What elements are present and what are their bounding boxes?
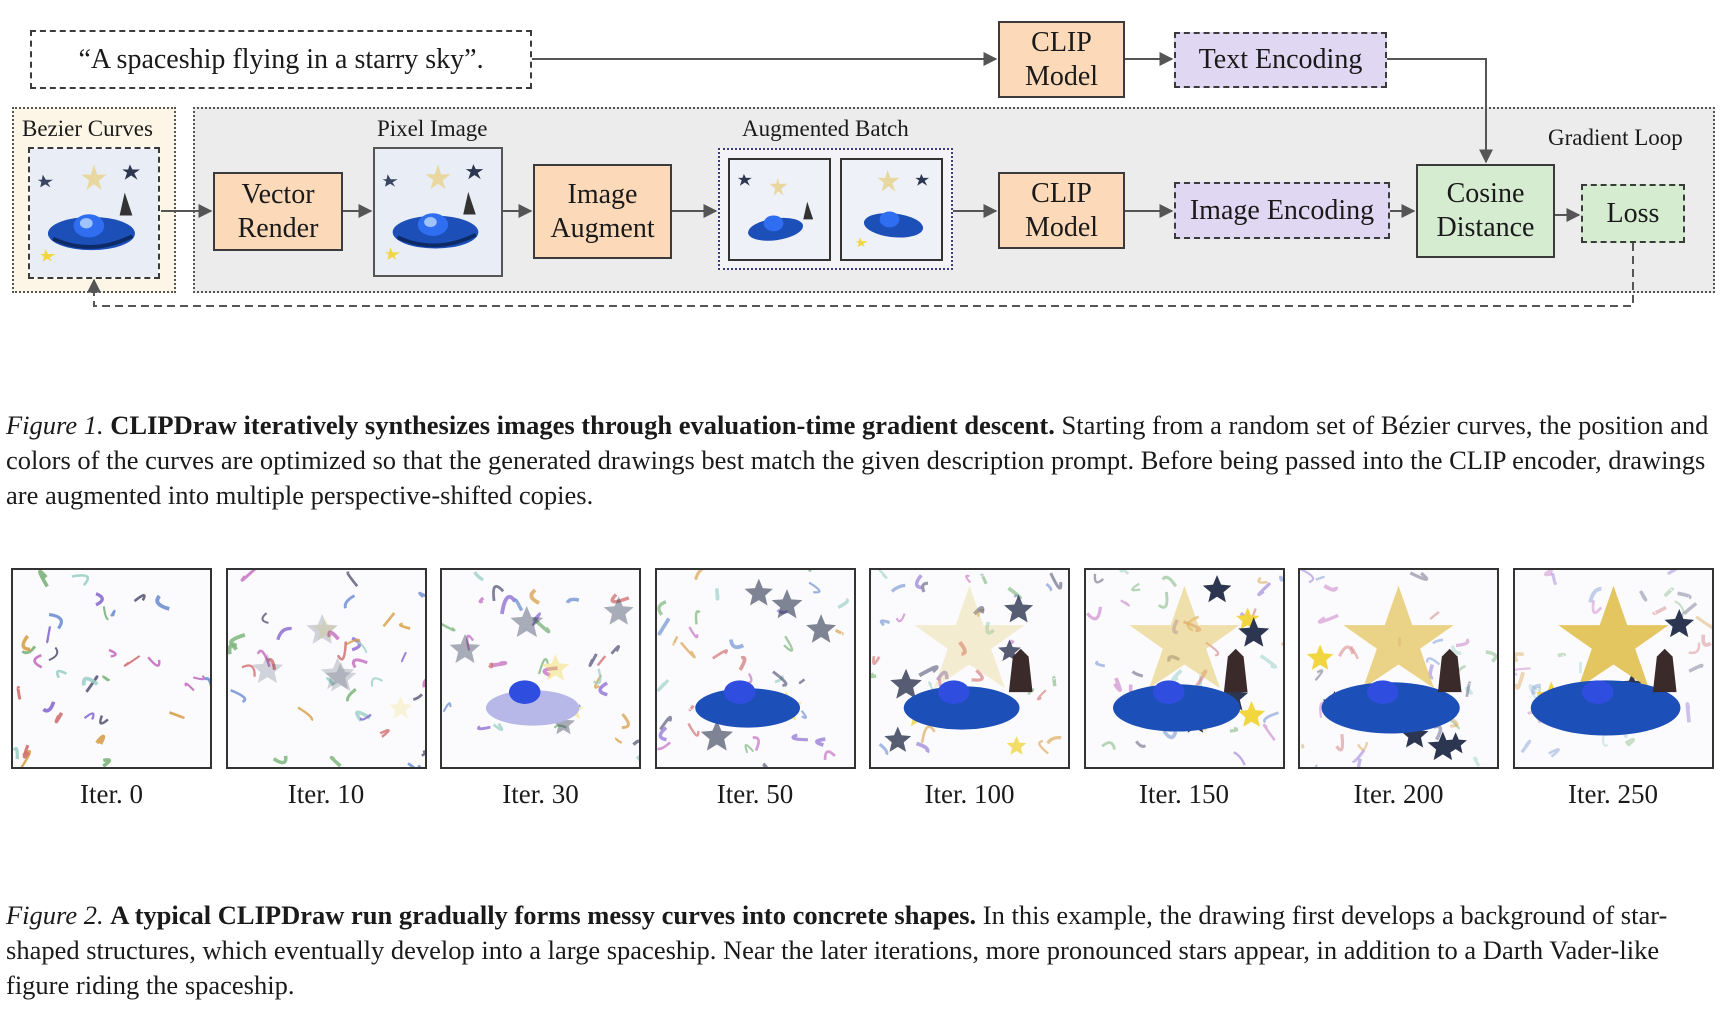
drawing-progress-icon: [1085, 570, 1283, 767]
drawing-progress-icon: [656, 570, 854, 767]
drawing-progress-icon: [13, 570, 210, 767]
iteration-image: [11, 568, 212, 769]
iteration-label: Iter. 30: [502, 779, 579, 809]
iteration-label: Iter. 200: [1353, 779, 1444, 809]
figure-1-diagram: “A spaceship flying in a starry sky”. CL…: [0, 0, 1730, 320]
drawing-progress-icon: [227, 570, 425, 767]
vector-render-box: Vector Render: [213, 172, 343, 251]
figure-2-caption: Figure 2. A typical CLIPDraw run gradual…: [6, 898, 1724, 1003]
figure-1-body: Starting from a random set of Bézier cur…: [6, 410, 1709, 510]
image-encoding-box: Image Encoding: [1174, 182, 1390, 239]
figure-1-title: CLIPDraw iteratively synthesizes images …: [110, 410, 1055, 440]
drawing-progress-icon: [1514, 570, 1712, 767]
bezier-curves-image: [28, 147, 160, 279]
loss-box: Loss: [1581, 184, 1685, 243]
iteration-image: [869, 568, 1070, 769]
prompt-text: “A spaceship flying in a starry sky”.: [78, 43, 484, 75]
text-encoding-box: Text Encoding: [1174, 32, 1387, 88]
iteration-image: [1512, 568, 1714, 769]
clip-model-box-top: CLIP Model: [998, 21, 1125, 98]
image-augment-box: Image Augment: [533, 164, 672, 259]
augmented-spaceship-icon: [842, 160, 941, 259]
figure-2-title: A typical CLIPDraw run gradually forms m…: [110, 900, 977, 930]
pixel-image: [373, 147, 503, 277]
iteration-label: Iter. 250: [1568, 779, 1658, 809]
augmented-image-1: [728, 158, 831, 261]
clip-model-box-bottom: CLIP Model: [998, 172, 1125, 249]
iteration-label: Iter. 50: [716, 779, 794, 809]
iteration-label: Iter. 10: [287, 779, 365, 809]
augmented-image-2: [840, 158, 943, 261]
diagram-arrows: [87, 52, 1634, 307]
iteration-strip: Iter. 0 Iter. 10 Iter. 30 Iter. 50 Iter. 100…: [0, 560, 1730, 820]
cosine-distance-box: Cosine Distance: [1416, 164, 1555, 258]
figure-2-body: In this example, the drawing first devel…: [6, 900, 1668, 1000]
iteration-image: [225, 568, 427, 769]
spaceship-pixel-image-icon: [375, 149, 501, 275]
iteration-label: Iter. 150: [1139, 779, 1229, 809]
figure-1-caption: Figure 1. CLIPDraw iteratively synthesiz…: [6, 408, 1724, 513]
iteration-image: [440, 568, 641, 769]
iteration-label: Iter. 0: [80, 779, 143, 809]
augmented-spaceship-icon: [730, 160, 829, 259]
pixel-image-label: Pixel Image: [377, 116, 488, 141]
iteration-image: [1083, 568, 1285, 769]
prompt-box: “A spaceship flying in a starry sky”.: [30, 30, 532, 89]
figure-2-label: Figure 2.: [6, 900, 104, 930]
figure-1-label: Figure 1.: [6, 410, 104, 440]
iteration-label: Iter. 100: [924, 779, 1015, 809]
iteration-image: [654, 568, 856, 769]
drawing-progress-icon: [1300, 570, 1497, 767]
iteration-image: [1298, 568, 1499, 769]
bezier-curves-label: Bezier Curves: [22, 116, 153, 141]
augmented-batch-label: Augmented Batch: [742, 116, 909, 141]
arrow-text-encoding-to-cosine: [1387, 58, 1493, 164]
drawing-progress-icon: [871, 570, 1068, 767]
gradient-loop-label: Gradient Loop: [1548, 125, 1683, 150]
spaceship-drawing-icon: [30, 149, 158, 277]
drawing-progress-icon: [442, 570, 639, 767]
gradient-feedback-arrow: [87, 243, 1634, 307]
